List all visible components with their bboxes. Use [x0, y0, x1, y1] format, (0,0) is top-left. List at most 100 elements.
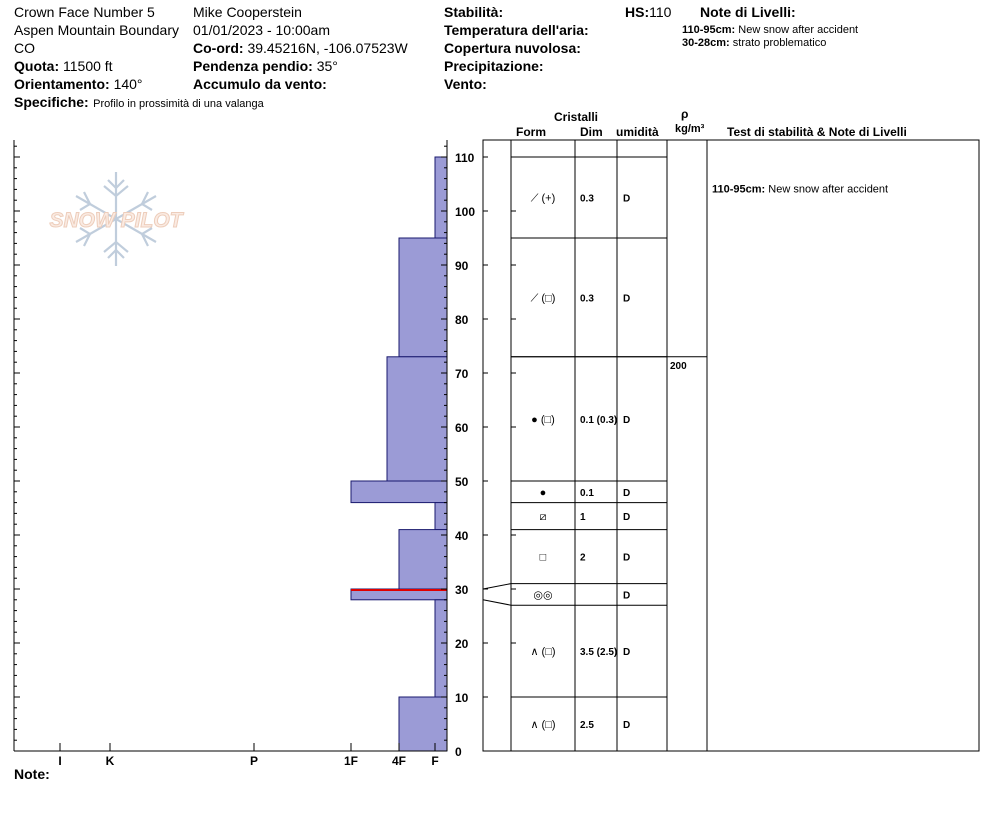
specifics: Specifiche: Profilo in prossimità di una… — [14, 94, 264, 112]
layer-note-2: 30-28cm: strato problematico — [682, 37, 826, 49]
layer-row: ⟋ (+) 0.3 D 110-95cm: New snow after accide… — [531, 184, 888, 205]
hardness-bars — [350, 156, 448, 752]
site-name: Crown Face Number 5 — [14, 4, 155, 20]
grain-size: 0.3 — [580, 293, 594, 304]
observer-name: Mike Cooperstein — [193, 4, 302, 20]
hs-label: HS: — [625, 4, 650, 20]
layer-row: ◎◎ D — [533, 589, 630, 601]
density-value: 200 — [670, 361, 687, 372]
depth-tick-label: 50 — [455, 475, 469, 489]
depth-tick-label: 20 — [455, 637, 469, 651]
precipitation-label: Precipitazione: — [444, 58, 544, 74]
layer-note: 110-95cm: New snow after accident — [712, 184, 888, 196]
dim-header: Dim — [580, 125, 603, 139]
hardness-tick-label: P — [250, 754, 258, 768]
specifics-value: Profilo in prossimità di una valanga — [93, 98, 264, 110]
grain-size: 0.1 (0.3) — [580, 415, 617, 426]
coordinates: Co-ord: 39.45216N, -106.07523W — [193, 40, 408, 56]
layer-note-range: 110-95cm: — [712, 184, 768, 196]
snowpilot-logo-text: SNOW PILOT — [50, 209, 185, 232]
hardness-frame — [13, 140, 448, 752]
hardness-axis: I K P 1F 4F F — [58, 743, 439, 768]
layer-row: ∧ (□) 3.5 (2.5) D — [530, 646, 630, 658]
moisture-value: D — [623, 194, 630, 205]
layer-row: ● 0.1 D — [540, 487, 631, 499]
grain-size: 0.3 — [580, 194, 594, 205]
layer-row: □ 2 D — [540, 552, 631, 564]
wind-loading-label: Accumulo da vento: — [193, 76, 327, 92]
aspect: Orientamento: 140° — [14, 76, 143, 92]
location-name: Aspen Mountain Boundary — [14, 22, 179, 38]
snowpilot-logo: SNOW PILOT — [49, 172, 185, 266]
rho-header: ρ — [681, 107, 689, 121]
layer-table-border — [482, 139, 980, 752]
moisture-value: D — [623, 293, 630, 304]
depth-tick-label: 0 — [455, 745, 462, 759]
grain-form-symbol: ∧ (□) — [530, 719, 555, 731]
grain-form-symbol: ⟋ (+) — [531, 193, 556, 205]
depth-tick-label: 100 — [455, 205, 475, 219]
moisture-header: umidità — [616, 125, 659, 139]
grain-form-symbol: □ — [540, 552, 547, 564]
grain-form-symbol: ⧄ — [540, 511, 547, 523]
hardness-bar — [434, 502, 448, 531]
grain-form-symbol: ◎◎ — [533, 589, 552, 601]
slope-label: Pendenza pendio: — [193, 58, 313, 74]
stability-label: Stabilità: — [444, 4, 504, 20]
depth-tick-label: 90 — [455, 259, 469, 273]
hs-value: 110 — [649, 4, 672, 20]
slope-angle: Pendenza pendio: 35° — [193, 58, 338, 74]
problem-layer-connector — [482, 599, 512, 606]
layer-row: ● (□) 0.1 (0.3) D 200 — [531, 361, 687, 426]
hardness-bar — [434, 599, 448, 698]
moisture-value: D — [623, 488, 630, 499]
depth-axis: 0 10 20 30 40 50 60 70 80 90 100 110 — [14, 145, 475, 759]
hardness-tick-label: 1F — [344, 754, 358, 768]
aspect-value: 140° — [113, 76, 143, 92]
layer-row: ∧ (□) 2.5 D — [530, 719, 630, 731]
grain-form-symbol: ● (□) — [531, 414, 555, 426]
layer-note-text: New snow after accident — [738, 24, 859, 36]
moisture-value: D — [623, 590, 630, 601]
hardness-tick-label: F — [431, 754, 438, 768]
slope-value: 35° — [316, 58, 338, 74]
elevation-value: 11500 ft — [63, 58, 113, 74]
grain-form-symbol: ∧ (□) — [530, 646, 555, 658]
depth-tick-label: 110 — [455, 151, 475, 165]
layer-note-text: strato problematico — [732, 37, 827, 49]
hardness-bar — [350, 480, 448, 504]
grain-size: 3.5 (2.5) — [580, 647, 617, 658]
problem-layer-connector — [482, 583, 512, 590]
grain-size: 2.5 — [580, 720, 594, 731]
depth-tick-label: 80 — [455, 313, 469, 327]
hardness-tick-label: I — [58, 754, 61, 768]
snowflake-icon — [75, 172, 157, 266]
state-name: CO — [14, 40, 35, 56]
hardness-tick-label: K — [106, 754, 115, 768]
depth-tick-label: 10 — [455, 691, 469, 705]
coordinates-value: 39.45216N, -106.07523W — [247, 40, 408, 56]
form-header: Form — [516, 125, 546, 139]
depth-tick-label: 40 — [455, 529, 469, 543]
coordinates-label: Co-ord: — [193, 40, 244, 56]
cloud-cover-label: Copertura nuvolosa: — [444, 40, 581, 56]
moisture-value: D — [623, 512, 630, 523]
grain-size: 0.1 — [580, 488, 594, 499]
wind-label: Vento: — [444, 76, 487, 92]
elevation-label: Quota: — [14, 58, 60, 74]
hardness-bar — [386, 356, 448, 482]
layer-note-text: New snow after accident — [768, 184, 888, 196]
moisture-value: D — [623, 415, 630, 426]
layer-note-range: 30-28cm: — [682, 37, 730, 49]
layer-note-1: 110-95cm: New snow after accident — [682, 24, 858, 36]
hardness-bar — [398, 237, 448, 358]
grain-size: 1 — [580, 512, 586, 523]
note-label: Note: — [14, 766, 50, 782]
grain-form-symbol: ● — [540, 487, 547, 499]
crystals-header: Cristalli — [554, 110, 599, 124]
grain-form-symbol: ⟋ (□) — [531, 292, 556, 304]
moisture-value: D — [623, 647, 630, 658]
depth-tick-label: 60 — [455, 421, 469, 435]
depth-tick-label: 70 — [455, 367, 469, 381]
